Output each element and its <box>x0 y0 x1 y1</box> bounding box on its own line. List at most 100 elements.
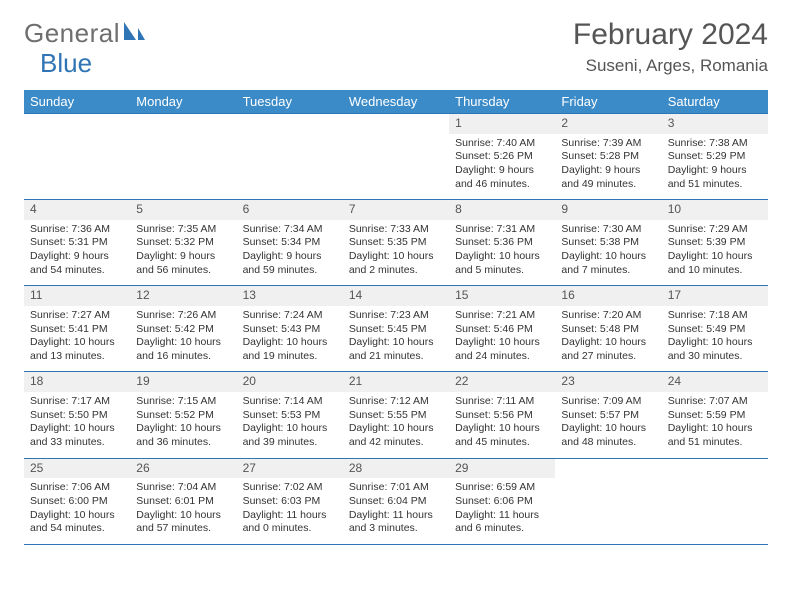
day-info: Sunrise: 7:24 AMSunset: 5:43 PMDaylight:… <box>243 309 337 364</box>
day-info: Sunrise: 7:34 AMSunset: 5:34 PMDaylight:… <box>243 223 337 278</box>
day-number: 8 <box>449 200 555 220</box>
calendar-week-row: 1 Sunrise: 7:40 AMSunset: 5:26 PMDaylight… <box>24 114 768 200</box>
calendar-day-cell <box>237 114 343 200</box>
calendar-day-cell: 5Sunrise: 7:35 AMSunset: 5:32 PMDaylight… <box>130 200 236 286</box>
weekday-header: Saturday <box>662 90 768 114</box>
calendar-day-cell: 16Sunrise: 7:20 AMSunset: 5:48 PMDayligh… <box>555 286 661 372</box>
day-number: 1 <box>449 114 555 134</box>
calendar-day-cell: 3Sunrise: 7:38 AMSunset: 5:29 PMDaylight… <box>662 114 768 200</box>
weekday-header: Monday <box>130 90 236 114</box>
calendar-day-cell: 10 Sunrise: 7:29 AMSunset: 5:39 PMDayligh… <box>662 200 768 286</box>
title-block: February 2024 Suseni, Arges, Romania <box>573 18 768 76</box>
calendar-day-cell <box>662 458 768 544</box>
day-number: 13 <box>237 286 343 306</box>
calendar-day-cell: 19 Sunrise: 7:15 AMSunset: 5:52 PMDayligh… <box>130 372 236 458</box>
day-info: Sunrise: 7:21 AMSunset: 5:46 PMDaylight:… <box>455 309 549 364</box>
weekday-header: Tuesday <box>237 90 343 114</box>
day-info: Sunrise: 7:29 AMSunset: 5:39 PMDaylight:… <box>668 223 762 278</box>
weekday-header: Friday <box>555 90 661 114</box>
weekday-header: Thursday <box>449 90 555 114</box>
calendar-header-row: SundayMondayTuesdayWednesdayThursdayFrid… <box>24 90 768 114</box>
calendar-day-cell: 27Sunrise: 7:02 AMSunset: 6:03 PMDayligh… <box>237 458 343 544</box>
calendar-day-cell: 1 Sunrise: 7:40 AMSunset: 5:26 PMDaylight… <box>449 114 555 200</box>
day-number: 15 <box>449 286 555 306</box>
day-number: 21 <box>343 372 449 392</box>
day-number: 26 <box>130 459 236 479</box>
day-number: 18 <box>24 372 130 392</box>
day-number-empty <box>555 459 661 479</box>
calendar-day-cell: 22Sunrise: 7:11 AMSunset: 5:56 PMDayligh… <box>449 372 555 458</box>
calendar-day-cell: 28Sunrise: 7:01 AMSunset: 6:04 PMDayligh… <box>343 458 449 544</box>
calendar-day-cell <box>130 114 236 200</box>
day-info: Sunrise: 7:38 AMSunset: 5:29 PMDaylight:… <box>668 137 762 192</box>
day-info: Sunrise: 7:35 AMSunset: 5:32 PMDaylight:… <box>136 223 230 278</box>
day-number: 23 <box>555 372 661 392</box>
calendar-day-cell: 8 Sunrise: 7:31 AMSunset: 5:36 PMDaylight… <box>449 200 555 286</box>
calendar-day-cell: 15 Sunrise: 7:21 AMSunset: 5:46 PMDayligh… <box>449 286 555 372</box>
day-info: Sunrise: 7:33 AMSunset: 5:35 PMDaylight:… <box>349 223 443 278</box>
day-number: 4 <box>24 200 130 220</box>
calendar-day-cell: 25Sunrise: 7:06 AMSunset: 6:00 PMDayligh… <box>24 458 130 544</box>
day-number: 2 <box>555 114 661 134</box>
day-number-empty <box>662 459 768 479</box>
day-number: 11 <box>24 286 130 306</box>
day-number: 16 <box>555 286 661 306</box>
month-title: February 2024 <box>573 18 768 52</box>
day-info: Sunrise: 7:12 AMSunset: 5:55 PMDaylight:… <box>349 395 443 450</box>
day-number: 10 <box>662 200 768 220</box>
calendar-day-cell: 11Sunrise: 7:27 AMSunset: 5:41 PMDayligh… <box>24 286 130 372</box>
calendar-day-cell <box>24 114 130 200</box>
day-info: Sunrise: 7:07 AMSunset: 5:59 PMDaylight:… <box>668 395 762 450</box>
day-info: Sunrise: 7:04 AMSunset: 6:01 PMDaylight:… <box>136 481 230 536</box>
day-number: 14 <box>343 286 449 306</box>
day-number: 29 <box>449 459 555 479</box>
day-number: 19 <box>130 372 236 392</box>
day-number: 22 <box>449 372 555 392</box>
day-number: 9 <box>555 200 661 220</box>
calendar-day-cell: 13 Sunrise: 7:24 AMSunset: 5:43 PMDayligh… <box>237 286 343 372</box>
day-info: Sunrise: 7:36 AMSunset: 5:31 PMDaylight:… <box>30 223 124 278</box>
day-info: Sunrise: 7:39 AMSunset: 5:28 PMDaylight:… <box>561 137 655 192</box>
header: General February 2024 Suseni, Arges, Rom… <box>24 18 768 76</box>
day-info: Sunrise: 7:40 AMSunset: 5:26 PMDaylight:… <box>455 137 549 192</box>
calendar-week-row: 11Sunrise: 7:27 AMSunset: 5:41 PMDayligh… <box>24 286 768 372</box>
sail-icon <box>122 18 146 49</box>
day-info: Sunrise: 7:31 AMSunset: 5:36 PMDaylight:… <box>455 223 549 278</box>
day-number: 24 <box>662 372 768 392</box>
day-number-empty <box>130 114 236 134</box>
day-number: 6 <box>237 200 343 220</box>
day-number: 28 <box>343 459 449 479</box>
logo-text-blue: Blue <box>40 48 92 79</box>
day-info: Sunrise: 7:06 AMSunset: 6:00 PMDaylight:… <box>30 481 124 536</box>
calendar-day-cell <box>555 458 661 544</box>
calendar-day-cell: 14Sunrise: 7:23 AMSunset: 5:45 PMDayligh… <box>343 286 449 372</box>
day-number: 27 <box>237 459 343 479</box>
day-number: 20 <box>237 372 343 392</box>
day-number-empty <box>237 114 343 134</box>
calendar-day-cell: 7 Sunrise: 7:33 AMSunset: 5:35 PMDaylight… <box>343 200 449 286</box>
calendar-day-cell: 23Sunrise: 7:09 AMSunset: 5:57 PMDayligh… <box>555 372 661 458</box>
day-info: Sunrise: 7:14 AMSunset: 5:53 PMDaylight:… <box>243 395 337 450</box>
day-info: Sunrise: 7:15 AMSunset: 5:52 PMDaylight:… <box>136 395 230 450</box>
calendar-day-cell: 24 Sunrise: 7:07 AMSunset: 5:59 PMDayligh… <box>662 372 768 458</box>
weekday-header: Wednesday <box>343 90 449 114</box>
day-info: Sunrise: 6:59 AMSunset: 6:06 PMDaylight:… <box>455 481 549 536</box>
day-number: 7 <box>343 200 449 220</box>
calendar-week-row: 18Sunrise: 7:17 AMSunset: 5:50 PMDayligh… <box>24 372 768 458</box>
calendar-day-cell <box>343 114 449 200</box>
calendar-day-cell: 20 Sunrise: 7:14 AMSunset: 5:53 PMDayligh… <box>237 372 343 458</box>
day-number-empty <box>343 114 449 134</box>
calendar-day-cell: 21 Sunrise: 7:12 AMSunset: 5:55 PMDayligh… <box>343 372 449 458</box>
day-info: Sunrise: 7:30 AMSunset: 5:38 PMDaylight:… <box>561 223 655 278</box>
weekday-header: Sunday <box>24 90 130 114</box>
calendar-day-cell: 4 Sunrise: 7:36 AMSunset: 5:31 PMDaylight… <box>24 200 130 286</box>
day-number: 17 <box>662 286 768 306</box>
calendar-week-row: 25Sunrise: 7:06 AMSunset: 6:00 PMDayligh… <box>24 458 768 544</box>
logo: General <box>24 18 146 49</box>
calendar-day-cell: 29Sunrise: 6:59 AMSunset: 6:06 PMDayligh… <box>449 458 555 544</box>
day-number-empty <box>24 114 130 134</box>
calendar-day-cell: 18Sunrise: 7:17 AMSunset: 5:50 PMDayligh… <box>24 372 130 458</box>
calendar-week-row: 4 Sunrise: 7:36 AMSunset: 5:31 PMDaylight… <box>24 200 768 286</box>
calendar-day-cell: 9 Sunrise: 7:30 AMSunset: 5:38 PMDaylight… <box>555 200 661 286</box>
day-number: 25 <box>24 459 130 479</box>
